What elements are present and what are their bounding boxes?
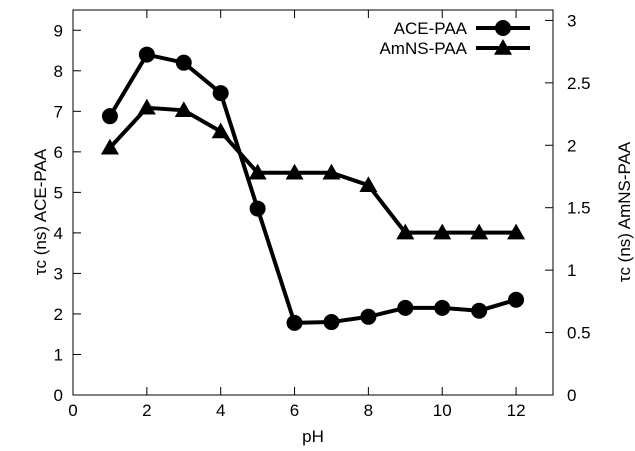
y-left-tick-label: 6	[54, 143, 63, 162]
x-tick-label: 4	[216, 401, 225, 420]
legend-label-ace-paa: ACE-PAA	[394, 19, 468, 38]
data-point-ace-paa	[175, 54, 192, 71]
data-point-ace-paa	[508, 291, 525, 308]
y-left-tick-label: 7	[54, 102, 63, 121]
legend-marker-ace-paa	[495, 20, 511, 36]
plot-frame	[72, 9, 554, 396]
axes	[72, 9, 554, 396]
legend-label-amns-paa: AmNS-PAA	[379, 39, 467, 58]
data-point-ace-paa	[249, 200, 266, 217]
y-axis-label-left: τc (ns) ACE-PAA	[31, 148, 50, 275]
data-point-amns-paa	[433, 223, 452, 240]
data-point-ace-paa	[286, 314, 303, 331]
x-tick-label: 8	[364, 401, 373, 420]
y-left-tick-label: 3	[54, 264, 63, 283]
series-ace-paa	[101, 46, 525, 331]
y-left-tick-label: 8	[54, 62, 63, 81]
data-point-amns-paa	[470, 223, 489, 240]
data-point-ace-paa	[101, 108, 118, 125]
data-point-amns-paa	[359, 176, 378, 192]
x-axis-label: pH	[302, 427, 324, 446]
x-tick-label: 0	[68, 401, 77, 420]
data-point-amns-paa	[322, 163, 341, 180]
y-left-tick-label: 1	[54, 345, 63, 364]
y-right-tick-label: 2	[567, 136, 576, 155]
x-tick-label: 6	[290, 401, 299, 420]
data-point-ace-paa	[360, 308, 377, 325]
legend-marker-amns-paa	[494, 39, 512, 55]
data-point-amns-paa	[174, 101, 193, 118]
data-point-ace-paa	[397, 299, 414, 316]
x-tick-label: 2	[142, 401, 151, 420]
x-tick-label: 12	[507, 401, 526, 420]
data-point-amns-paa	[248, 163, 267, 180]
y-axis-label-right: τc (ns) AmNS-PAA	[615, 141, 634, 282]
y-right-tick-label: 0.5	[567, 324, 591, 343]
y-right-tick-label: 0	[567, 386, 576, 405]
data-point-amns-paa	[137, 98, 156, 115]
y-left-tick-label: 0	[54, 386, 63, 405]
series-line-amns-paa	[108, 105, 517, 235]
y-right-tick-label: 1.5	[567, 199, 591, 218]
series-line-ace-paa	[108, 52, 517, 325]
y-right-tick-label: 3	[567, 11, 576, 30]
data-point-amns-paa	[211, 122, 230, 139]
y-left-tick-label: 9	[54, 21, 63, 40]
data-point-amns-paa	[100, 138, 119, 155]
y-left-tick-label: 4	[54, 224, 63, 243]
y-left-tick-label: 5	[54, 183, 63, 202]
series-amns-paa	[100, 98, 526, 240]
x-tick-label: 10	[433, 401, 452, 420]
data-point-amns-paa	[285, 163, 304, 180]
series-layer	[100, 46, 526, 331]
y-right-tick-label: 2.5	[567, 74, 591, 93]
data-point-ace-paa	[434, 299, 451, 316]
data-point-ace-paa	[138, 46, 155, 63]
data-point-ace-paa	[471, 302, 488, 319]
data-point-ace-paa	[323, 314, 340, 331]
data-point-ace-paa	[212, 85, 229, 102]
data-point-amns-paa	[396, 223, 415, 240]
y-left-tick-label: 2	[54, 305, 63, 324]
y-right-tick-label: 1	[567, 261, 576, 280]
data-point-amns-paa	[507, 223, 526, 240]
